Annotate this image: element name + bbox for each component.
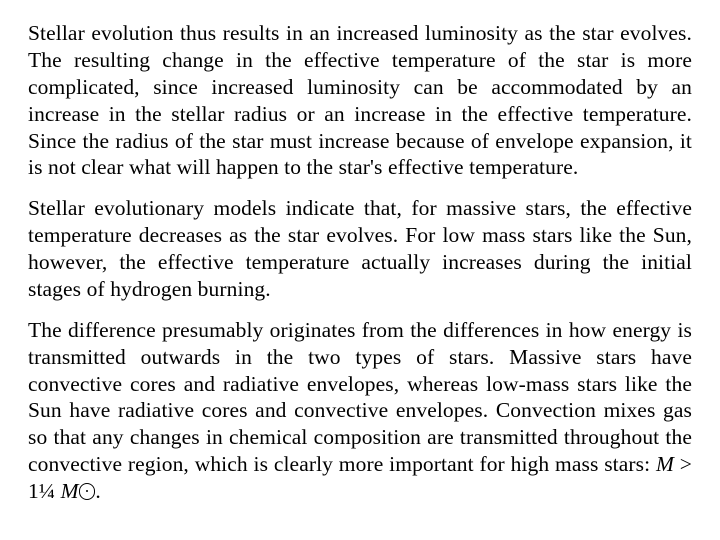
solar-mass-icon [79, 483, 96, 500]
document-page: Stellar evolution thus results in an inc… [0, 0, 720, 505]
paragraph-3: The difference presumably originates fro… [28, 317, 692, 505]
paragraph-1: Stellar evolution thus results in an inc… [28, 20, 692, 181]
paragraph-3-text: The difference presumably originates fro… [28, 318, 692, 476]
paragraph-2: Stellar evolutionary models indicate tha… [28, 195, 692, 303]
mass-variable-1: M [656, 452, 674, 476]
mass-variable-2: M [61, 479, 79, 503]
paragraph-3-end: . [95, 479, 100, 503]
